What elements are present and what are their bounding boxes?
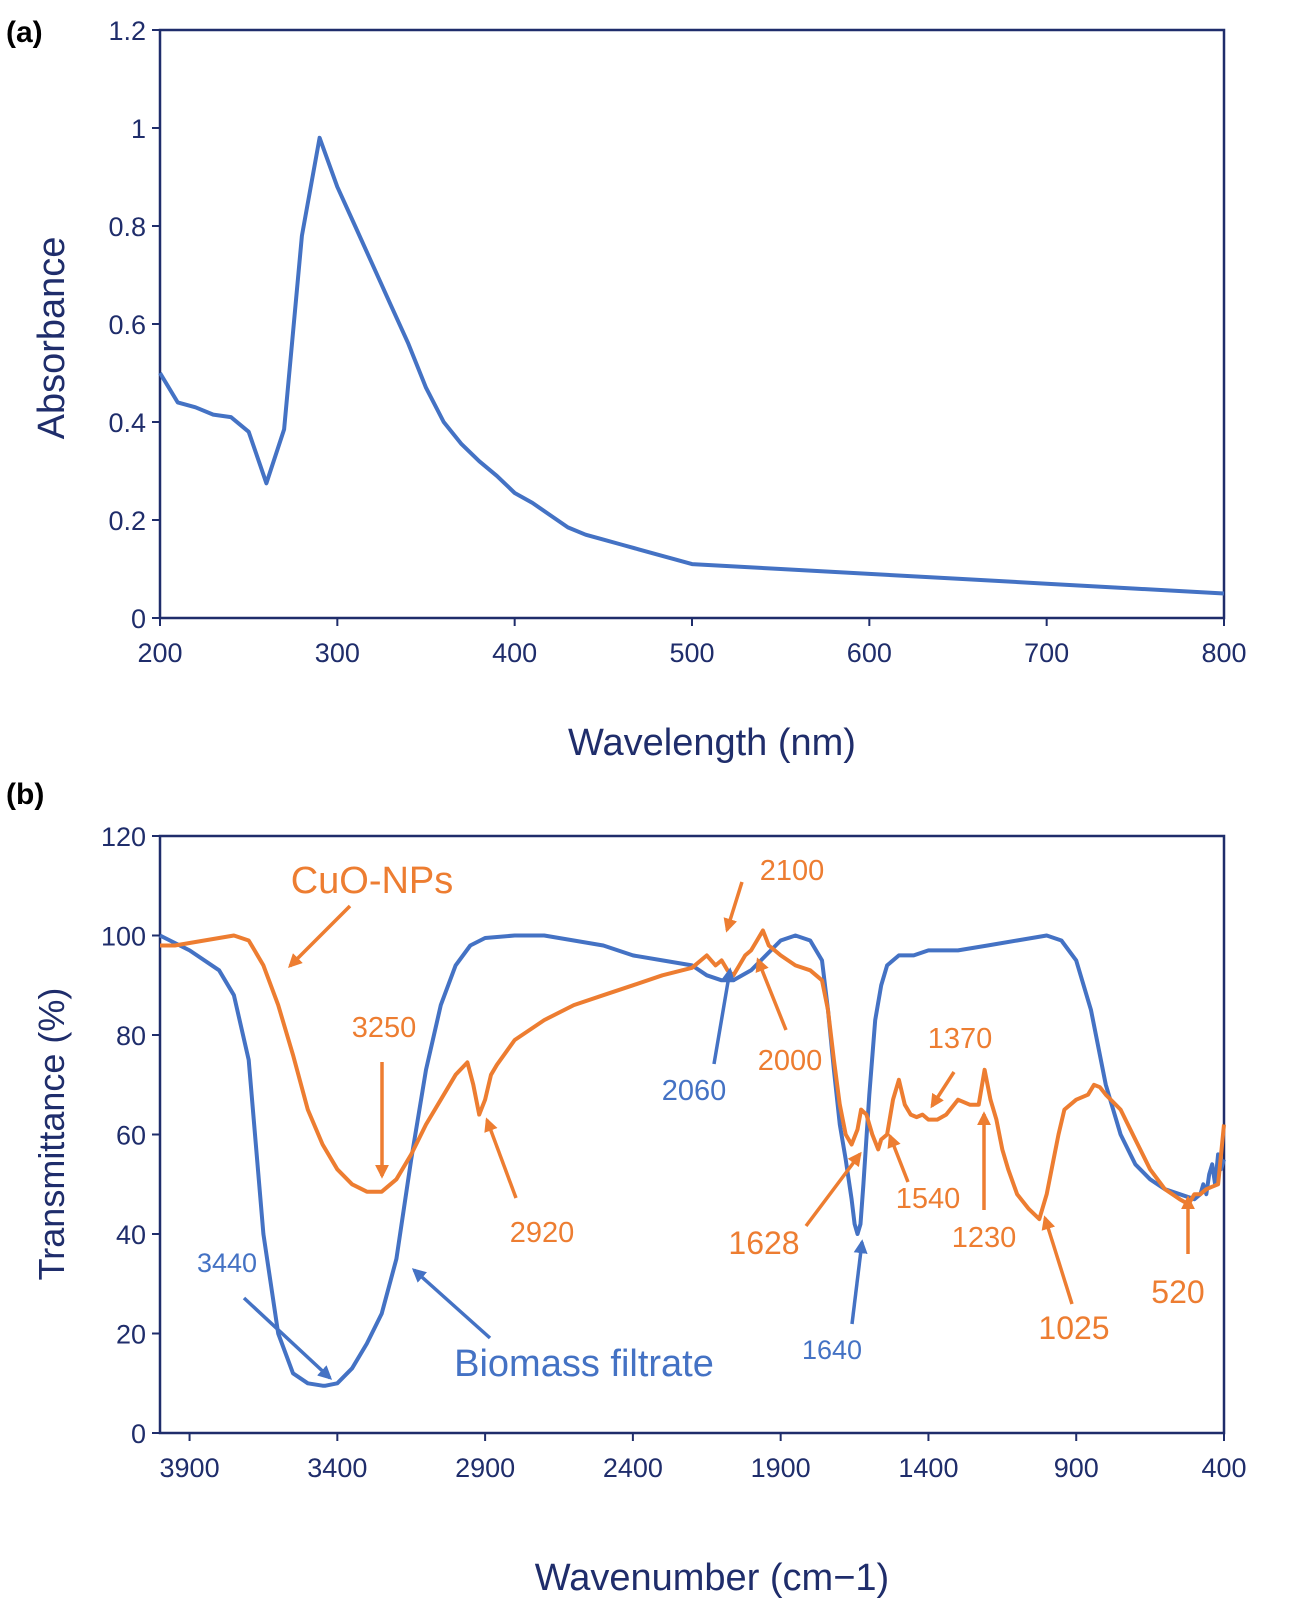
panel-a-y-axis-label: Absorbance	[31, 237, 73, 440]
series-line-uv-vis-spectrum	[158, 135, 1225, 596]
peak-label-1370: 1370	[928, 1023, 993, 1055]
panel-b-label: (b)	[6, 778, 44, 811]
panel-a-y-tick-label: 0	[131, 604, 146, 634]
annotation-arrow-2060	[712, 967, 736, 1065]
annotation-arrow-1370	[930, 1071, 956, 1109]
peak-label-1025: 1025	[1038, 1310, 1109, 1346]
peak-label-2000: 2000	[758, 1045, 823, 1077]
legend-label-biomass-filtrate: Biomass filtrate	[454, 1343, 714, 1385]
panel-b-x-tick-label: 3400	[307, 1453, 367, 1483]
panel-b-y-tick-label: 80	[116, 1021, 146, 1051]
panel-b-y-tick-label: 60	[116, 1121, 146, 1151]
panel-b-y-tick-label: 40	[116, 1220, 146, 1250]
panel-a-label: (a)	[6, 16, 43, 49]
panel-a-x-tick-label: 500	[669, 638, 714, 668]
peak-label-1640: 1640	[802, 1335, 862, 1365]
annotation-arrow-1540	[887, 1133, 910, 1183]
panel-b-x-tick-label: 2400	[603, 1453, 663, 1483]
annotation-arrow-2100	[723, 881, 744, 933]
panel-a-y-tick-label: 0.4	[108, 408, 146, 438]
panel-b-y-axis-label: Transmittance (%)	[31, 988, 72, 1281]
panel-b-x-tick-label: 400	[1201, 1453, 1246, 1483]
panel-b-x-tick-label: 900	[1054, 1453, 1099, 1483]
peak-label-1540: 1540	[896, 1183, 961, 1215]
annotation-arrow-3440	[242, 1296, 333, 1380]
panel-b-x-axis-label: Wavenumber (cm−1)	[535, 1557, 889, 1599]
annotation-arrow-2000	[755, 957, 788, 1031]
annotation-arrow-1025	[1041, 1215, 1074, 1305]
panel-a-y-tick-label: 1.2	[108, 16, 146, 46]
peak-label-2060: 2060	[662, 1075, 727, 1107]
peak-label-3250: 3250	[352, 1012, 417, 1044]
panel-a-y-tick-label: 0.6	[108, 310, 146, 340]
panel-b-y-tick-label: 20	[116, 1320, 146, 1350]
panel-a-x-tick-label: 600	[847, 638, 892, 668]
annotation-arrow-cuo-nps	[288, 904, 352, 968]
panel-a-x-axis-label: Wavelength (nm)	[568, 722, 856, 764]
panel-a-y-tick-label: 0.8	[108, 212, 146, 242]
panel-a-x-tick-label: 200	[137, 638, 182, 668]
panel-b-x-tick-label: 1400	[898, 1453, 958, 1483]
annotation-arrow-2920	[484, 1117, 518, 1199]
panel-b-y-tick-label: 0	[131, 1419, 146, 1449]
panel-a-x-tick-label: 700	[1024, 638, 1069, 668]
panel-b-x-tick-label: 3900	[160, 1453, 220, 1483]
panel-b-x-tick-label: 2900	[455, 1453, 515, 1483]
panel-b-x-tick-label: 1900	[751, 1453, 811, 1483]
peak-label-3440: 3440	[197, 1248, 257, 1278]
panel-a-x-tick-label: 300	[315, 638, 360, 668]
annotation-arrow-1628	[804, 1151, 862, 1228]
annotation-arrow-1640	[850, 1239, 868, 1325]
legend-label-cuo-nps: CuO-NPs	[291, 860, 454, 902]
panel-b: (b) 0 20 40 60 80 100 120 3900 3400 2900 2400 1900 1…	[6, 778, 1247, 1599]
panel-b-y-tick-label: 120	[101, 822, 146, 852]
panel-a-y-tick-label: 1	[131, 114, 146, 144]
panel-a-x-tick-label: 800	[1201, 638, 1246, 668]
peak-label-2920: 2920	[510, 1217, 575, 1249]
annotation-arrow-biomass-filtrate	[411, 1268, 492, 1340]
peak-label-1230: 1230	[952, 1222, 1017, 1254]
peak-label-520: 520	[1151, 1274, 1204, 1310]
panel-a-x-tick-label: 400	[492, 638, 537, 668]
panel-a-y-tick-label: 0.2	[108, 506, 146, 536]
panel-a: (a) 0 0.2 0.4 0.6 0.8 1 1.2 200 300 400 500 600 700 8…	[6, 16, 1247, 764]
panel-a-plot-frame	[158, 28, 1226, 620]
peak-label-1628: 1628	[728, 1225, 799, 1261]
panel-b-y-tick-label: 100	[101, 922, 146, 952]
series-line-cuo-nps	[160, 928, 1226, 1222]
peak-label-2100: 2100	[760, 855, 825, 887]
